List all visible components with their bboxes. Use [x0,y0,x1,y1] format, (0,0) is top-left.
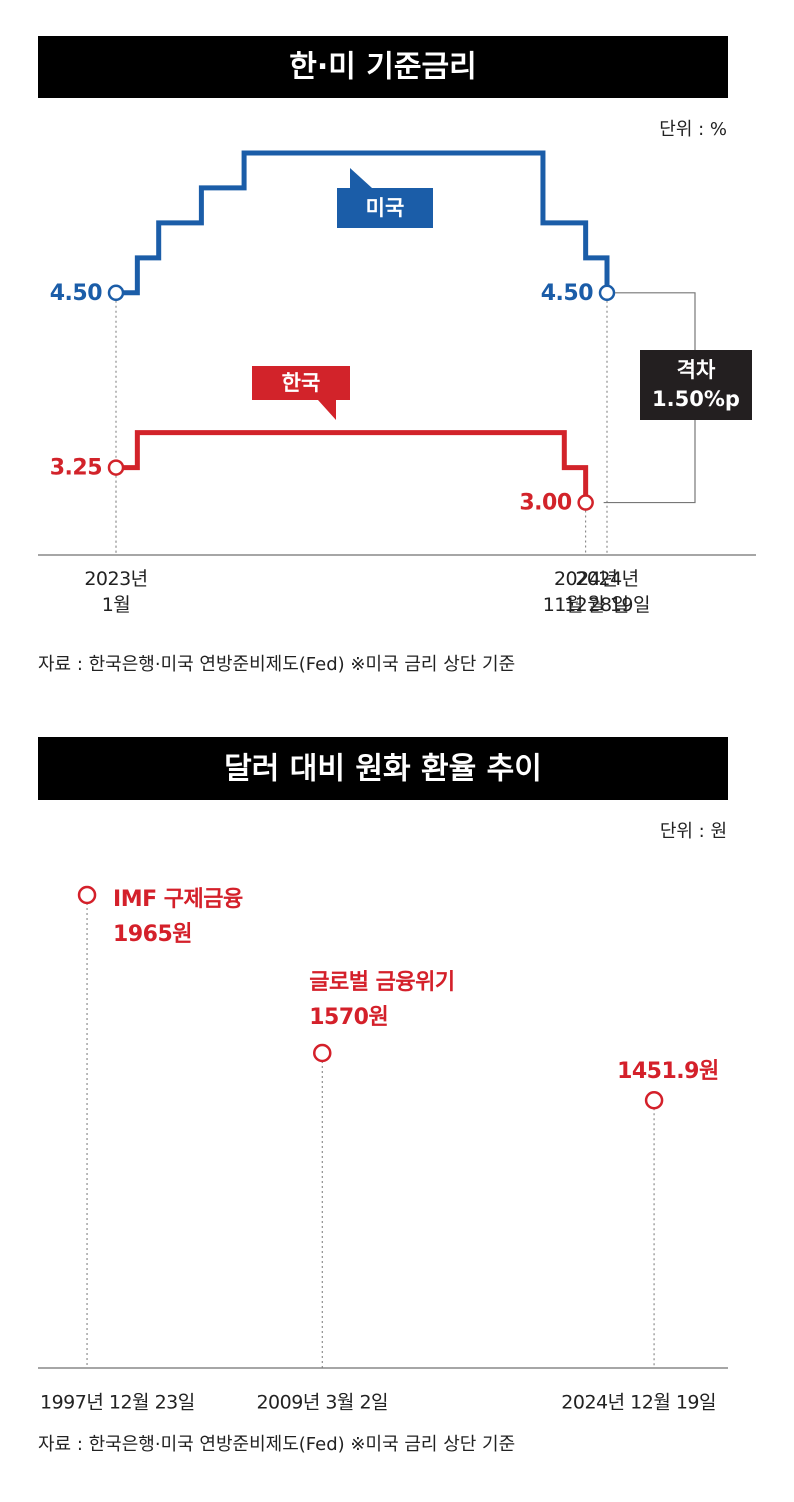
callout-notch [318,400,336,420]
peak-point [77,885,97,905]
x-tick-label: 2009년 3월 2일 [256,1392,388,1414]
x-tick-label: 2023년 1월 [84,568,148,616]
legend-callout [252,366,350,400]
chart-title: 달러 대비 원화 환율 추이 [224,752,542,787]
value-label: 1965원 [113,922,192,947]
x-tick-label: 1997년 12월 23일 [40,1392,195,1414]
legend-callout [337,188,433,228]
value-label: 4.50 [50,281,102,306]
x-tick-label: 2024년 11월 28일 [542,568,629,616]
rate-line [116,150,610,296]
source-note: 자료 : 한국은행·미국 연방준비제도(Fed) ※미국 금리 상단 기준 [38,1434,515,1455]
source-note: 자료 : 한국은행·미국 연방준비제도(Fed) ※미국 금리 상단 기준 [38,654,515,675]
end-point [598,284,616,302]
rate-line [116,430,589,503]
annotation: IMF 구제금융 [113,887,243,912]
legend-label: 미국 [366,196,405,220]
value-label: 1570원 [309,1005,388,1030]
title-bar [38,36,728,98]
annotation: 글로벌 금융위기 [309,970,454,995]
unit-label: 단위 : 원 [660,821,727,842]
value-label: 3.25 [50,456,102,481]
legend-label: 한국 [282,371,321,395]
value-label: 4.50 [541,281,593,306]
end-point [107,459,125,476]
chart-title: 한·미 기준금리 [289,50,476,85]
gap-annotation: 격차 1.50%p [652,358,740,411]
end-point [577,494,594,511]
value-label: 1451.9원 [617,1059,719,1084]
value-label: 3.00 [519,491,571,516]
x-tick-label: 2024년 12월 19일 [561,1392,716,1414]
peak-point [644,1090,664,1110]
peak-point [313,1043,332,1063]
callout-notch [350,168,372,188]
x-tick-label: 2024년 12월 19일 [564,568,650,616]
gap-box [640,350,752,420]
unit-label: 단위 : % [659,119,727,140]
end-point [107,284,125,302]
title-bar [38,737,728,800]
